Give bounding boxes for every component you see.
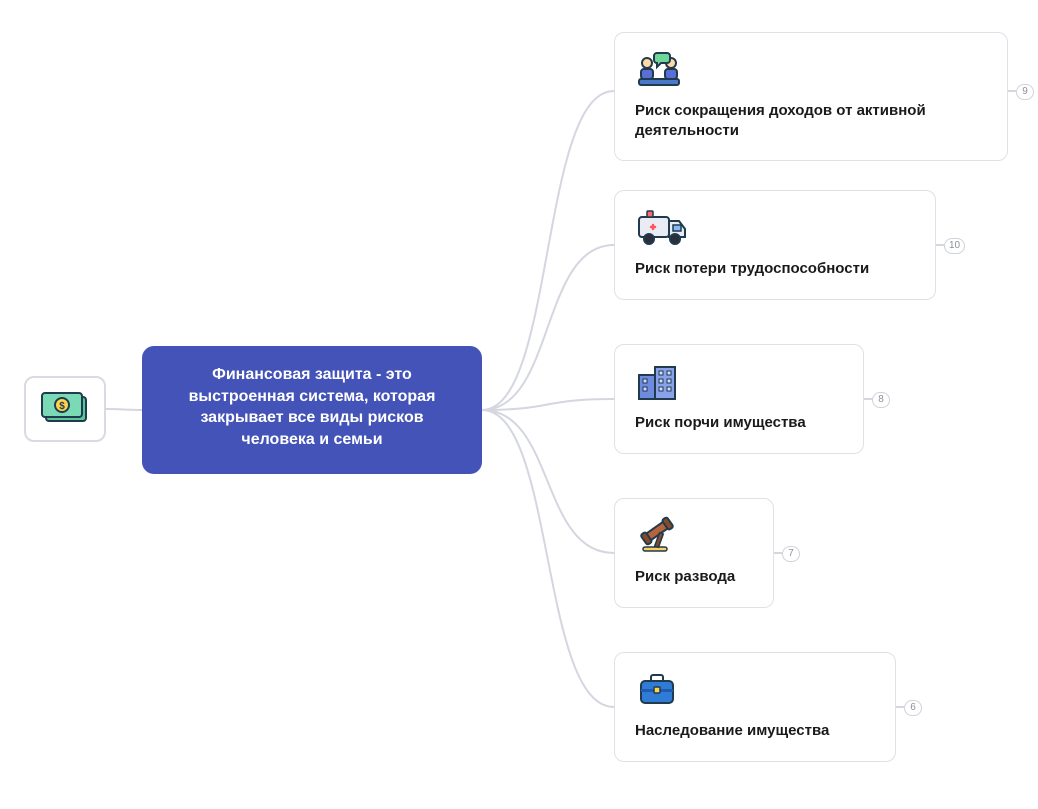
ambulance-icon (635, 207, 915, 247)
child-node-disability[interactable]: Риск потери трудоспособности (614, 190, 936, 300)
child-node-divorce[interactable]: Риск развода (614, 498, 774, 608)
child-count-pill[interactable]: 9 (1016, 84, 1034, 100)
child-title: Риск порчи имущества (635, 413, 843, 433)
child-node-property[interactable]: Риск порчи имущества (614, 344, 864, 454)
child-count-pill[interactable]: 8 (872, 392, 890, 408)
child-title: Наследование имущества (635, 721, 875, 741)
child-node-income[interactable]: Риск сокращения доходов от активной деят… (614, 32, 1008, 161)
child-node-inherit[interactable]: Наследование имущества (614, 652, 896, 762)
briefcase-icon (635, 669, 875, 709)
child-count-pill[interactable]: 6 (904, 700, 922, 716)
money-icon: $ (38, 387, 92, 432)
child-count-pill[interactable]: 7 (782, 546, 800, 562)
meeting-icon (635, 49, 987, 89)
building-icon (635, 361, 843, 401)
child-title: Риск потери трудоспособности (635, 259, 915, 279)
child-count-pill[interactable]: 10 (944, 238, 965, 254)
child-title: Риск развода (635, 567, 753, 587)
child-title: Риск сокращения доходов от активной деят… (635, 101, 987, 142)
gavel-icon (635, 515, 753, 555)
money-node[interactable]: $ (24, 376, 106, 442)
svg-text:$: $ (59, 401, 65, 412)
root-text: Финансовая защита - это выстроенная сист… (189, 366, 436, 448)
root-node[interactable]: Финансовая защита - это выстроенная сист… (142, 346, 482, 474)
